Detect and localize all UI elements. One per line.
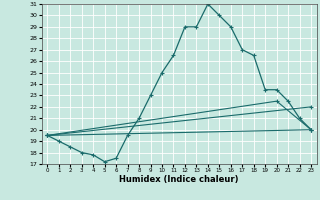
X-axis label: Humidex (Indice chaleur): Humidex (Indice chaleur)	[119, 175, 239, 184]
